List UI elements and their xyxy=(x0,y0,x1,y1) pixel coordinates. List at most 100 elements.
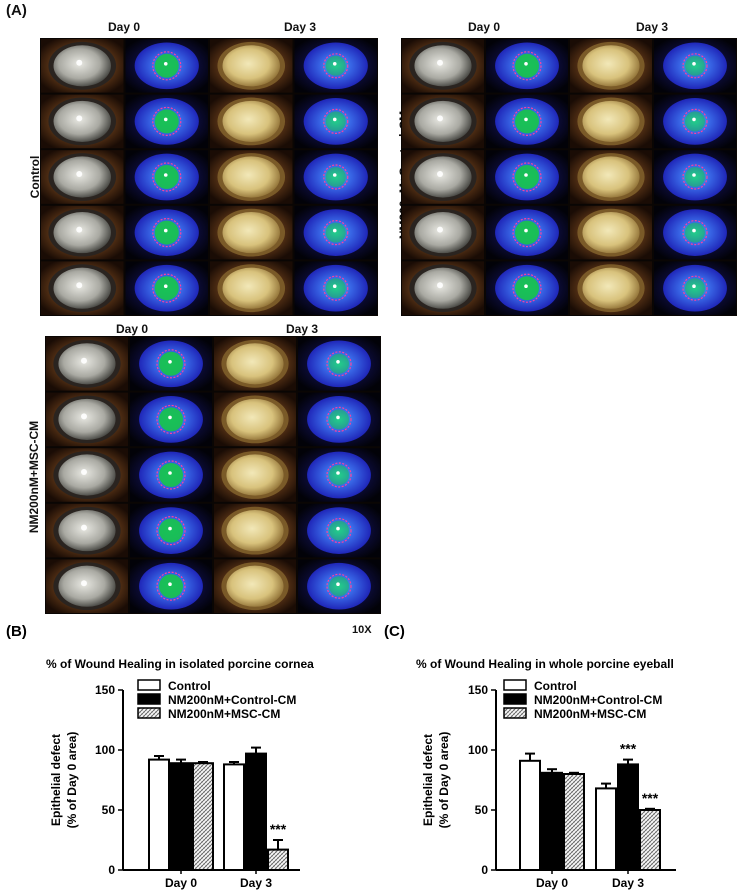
chart-b-xtick-1: Day 3 xyxy=(240,876,272,890)
control-photo-r4-c0 xyxy=(41,261,124,315)
msc-cm-photo-r2-c0 xyxy=(46,448,128,502)
control-day3-label: Day 3 xyxy=(283,20,317,34)
control-cm-photo-r1-c1 xyxy=(486,94,568,149)
msc-cm-photo-r3-c3 xyxy=(298,503,380,558)
control-cm-photo-r3-c0 xyxy=(402,205,484,260)
chart-c: (C) % of Wound Healing in whole porcine e… xyxy=(384,623,676,890)
chart-b-bar-1-0 xyxy=(170,762,192,872)
msc-cm-day0-label: Day 0 xyxy=(115,322,149,336)
msc-cm-photo-r0-c2 xyxy=(214,337,296,391)
chart-b-ylabel2: (% of Day 0 area) xyxy=(65,732,79,829)
chart-c-ytick-2: 100 xyxy=(468,743,488,757)
chart-c-bar-1-0 xyxy=(541,771,563,871)
control-cm-photo-r4-c0 xyxy=(402,261,484,315)
panel-b-letter: (B) xyxy=(6,623,27,640)
msc-cm-photo-r4-c0 xyxy=(46,559,128,613)
control-photo-r2-c2 xyxy=(210,150,293,204)
chart-b-bar-2-1 xyxy=(267,848,289,871)
control-photo-r0-c3 xyxy=(294,39,377,93)
chart-b-legend-label-1: NM200nM+Control-CM xyxy=(168,693,296,707)
control-photo-r4-c3 xyxy=(294,261,377,315)
control-photo-r1-c2 xyxy=(210,94,293,149)
chart-b-bar-0-1 xyxy=(223,763,245,872)
chart-b-legend-swatch-1 xyxy=(137,693,161,705)
control-cm-photo-svg xyxy=(402,39,736,315)
chart-c-ylabel2: (% of Day 0 area) xyxy=(437,732,451,829)
msc-cm-photo-r1-c0 xyxy=(46,392,128,447)
chart-c-legend-swatch-2 xyxy=(503,707,527,719)
control-cm-photo-r2-c2 xyxy=(570,150,652,204)
chart-b-annotation-0: *** xyxy=(270,821,287,837)
control-cm-photo-r0-c0 xyxy=(402,39,484,93)
magnification-label: 10X xyxy=(352,624,372,636)
control-photo-r3-c0 xyxy=(41,205,124,260)
control-cm-photo-r2-c1 xyxy=(486,150,568,204)
msc-cm-photo-r2-c3 xyxy=(298,448,380,502)
control-photo-r4-c2 xyxy=(210,261,293,315)
control-photo-svg xyxy=(41,39,377,315)
msc-cm-photo-r2-c1 xyxy=(130,448,212,502)
chart-c-legend-label-1: NM200nM+Control-CM xyxy=(534,693,662,707)
msc-cm-photo-r3-c1 xyxy=(130,503,212,558)
control-photo-r3-c2 xyxy=(210,205,293,260)
chart-b-bar-2-0 xyxy=(192,762,214,872)
control-photo-r3-c3 xyxy=(294,205,377,260)
control-photo-r0-c0 xyxy=(41,39,124,93)
chart-c-bar-1-1 xyxy=(617,763,639,872)
control-cm-photo-r1-c0 xyxy=(402,94,484,149)
control-photo-r0-c2 xyxy=(210,39,293,93)
chart-b-ytick-3: 150 xyxy=(95,683,115,697)
control-cm-photo-r0-c3 xyxy=(654,39,736,93)
control-day0-label: Day 0 xyxy=(107,20,141,34)
chart-b-ytick-2: 100 xyxy=(95,743,115,757)
control-cm-photo-r1-c3 xyxy=(654,94,736,149)
control-cm-photo-r2-c3 xyxy=(654,150,736,204)
chart-b-bar-0-0 xyxy=(148,758,170,871)
control-cm-photo-r0-c2 xyxy=(570,39,652,93)
msc-cm-photo-r1-c3 xyxy=(298,392,380,447)
msc-cm-photo-r3-c0 xyxy=(46,503,128,558)
control-image-grid xyxy=(40,38,378,316)
chart-c-ylabel: Epithelial defect xyxy=(421,734,435,826)
msc-cm-photo-r0-c0 xyxy=(46,337,128,391)
control-photo-r2-c3 xyxy=(294,150,377,204)
control-photo-r2-c0 xyxy=(41,150,124,204)
control-photo-r3-c1 xyxy=(125,205,208,260)
msc-cm-photo-r2-c2 xyxy=(214,448,296,502)
chart-c-bar-2-1 xyxy=(639,809,661,871)
chart-c-xtick-0: Day 0 xyxy=(536,876,568,890)
msc-cm-photo-r4-c1 xyxy=(130,559,212,613)
chart-c-legend-label-2: NM200nM+MSC-CM xyxy=(534,707,646,721)
control-photo-r1-c3 xyxy=(294,94,377,149)
msc-cm-photo-r0-c3 xyxy=(298,337,380,391)
panel-c-letter: (C) xyxy=(384,623,405,640)
control-cm-photo-r1-c2 xyxy=(570,94,652,149)
chart-b-xtick-0: Day 0 xyxy=(165,876,197,890)
control-photo-r2-c1 xyxy=(125,150,208,204)
control-photo-r1-c1 xyxy=(125,94,208,149)
panel-a-letter: (A) xyxy=(6,2,27,19)
control-cm-photo-r2-c0 xyxy=(402,150,484,204)
msc-cm-photo-r4-c2 xyxy=(214,559,296,613)
msc-cm-photo-r1-c1 xyxy=(130,392,212,447)
chart-b-legend-label-2: NM200nM+MSC-CM xyxy=(168,707,280,721)
chart-b-ytick-1: 50 xyxy=(102,803,116,817)
control-cm-day0-label: Day 0 xyxy=(467,20,501,34)
msc-cm-photo-r1-c2 xyxy=(214,392,296,447)
control-cm-day3-label: Day 3 xyxy=(635,20,669,34)
chart-b-legend-label-0: Control xyxy=(168,679,211,693)
control-photo-r0-c1 xyxy=(125,39,208,93)
chart-c-legend-label-0: Control xyxy=(534,679,577,693)
control-cm-photo-r3-c3 xyxy=(654,205,736,260)
msc-cm-image-grid xyxy=(45,336,381,614)
chart-c-bar-2-0 xyxy=(563,773,585,871)
chart-b-bar-1-1 xyxy=(245,752,267,871)
chart-b-title: % of Wound Healing in isolated porcine c… xyxy=(46,657,314,671)
chart-b-legend-swatch-2 xyxy=(137,707,161,719)
msc-cm-photo-r0-c1 xyxy=(130,337,212,391)
msc-cm-day3-label: Day 3 xyxy=(285,322,319,336)
chart-c-annotation-0: *** xyxy=(620,741,637,757)
chart-b: (B) % of Wound Healing in isolated porcin… xyxy=(6,623,314,890)
control-photo-r4-c1 xyxy=(125,261,208,315)
